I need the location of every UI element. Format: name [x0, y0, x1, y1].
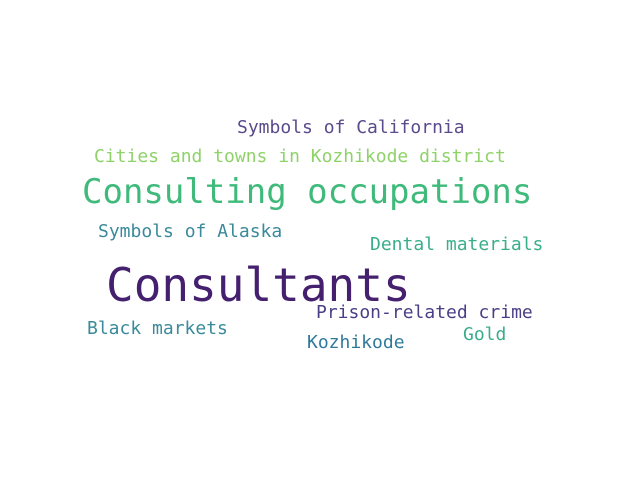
word-dental-materials: Dental materials: [370, 234, 544, 255]
word-symbols-of-alaska: Symbols of Alaska: [98, 221, 283, 242]
word-gold: Gold: [463, 324, 507, 345]
word-kozhikode: Kozhikode: [307, 332, 405, 353]
word-symbols-of-california: Symbols of California: [237, 117, 465, 138]
word-cities-and-towns-in-kozhikode-district: Cities and towns in Kozhikode district: [94, 146, 506, 167]
word-consultants: Consultants: [106, 258, 411, 312]
word-prison-related-crime: Prison-related crime: [316, 302, 533, 323]
word-consulting-occupations: Consulting occupations: [82, 172, 533, 212]
word-black-markets: Black markets: [87, 318, 228, 339]
